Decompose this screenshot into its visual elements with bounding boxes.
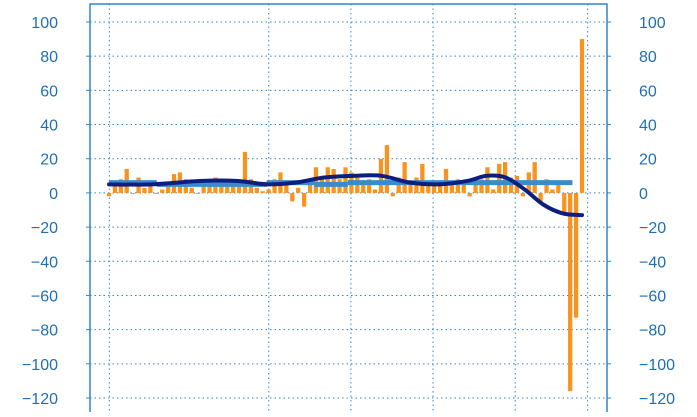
bar xyxy=(550,189,555,193)
left-y-tick-label: 80 xyxy=(40,49,58,66)
bar xyxy=(485,167,490,193)
bar xyxy=(568,192,573,392)
bar xyxy=(296,187,301,193)
bar xyxy=(449,182,455,193)
bar xyxy=(154,192,159,194)
bar xyxy=(508,177,514,193)
grid-layer xyxy=(90,4,607,412)
bar xyxy=(396,177,401,193)
bar xyxy=(538,192,543,204)
right-y-tick-label: −100 xyxy=(639,357,675,374)
bar xyxy=(148,186,153,193)
bar xyxy=(479,179,484,193)
bar xyxy=(408,182,413,193)
bar xyxy=(497,163,502,193)
smooth-line xyxy=(107,173,584,218)
bar xyxy=(573,192,579,318)
bar xyxy=(367,179,372,193)
right-y-tick-label: −80 xyxy=(639,323,666,340)
bar xyxy=(556,182,561,193)
left-y-tick-label: −80 xyxy=(31,323,58,340)
right-y-tick-label: −120 xyxy=(639,391,675,408)
bar xyxy=(420,163,425,193)
right-y-tick-label: 80 xyxy=(639,49,657,66)
right-y-tick-label: 60 xyxy=(639,83,657,100)
bar xyxy=(284,180,289,193)
right-y-axis: 100 80 60 40 20 0 −20 −40 −60 −80 −100 −120 xyxy=(607,15,675,408)
bar xyxy=(130,192,135,194)
left-y-tick-label: 60 xyxy=(40,83,58,100)
bar xyxy=(260,191,265,193)
bar xyxy=(189,187,194,193)
bar xyxy=(544,179,549,193)
right-y-tick-label: 100 xyxy=(639,15,666,32)
bar xyxy=(112,182,118,193)
left-y-tick-label: 20 xyxy=(40,152,58,169)
smooth-line-series xyxy=(107,173,584,218)
bar xyxy=(520,192,526,197)
bar xyxy=(467,192,472,197)
bar xyxy=(532,162,537,193)
right-y-tick-label: −40 xyxy=(639,254,666,271)
bar xyxy=(432,184,437,193)
bar xyxy=(142,187,147,193)
plot-frame xyxy=(89,3,608,415)
left-y-tick-label: −120 xyxy=(22,391,58,408)
bar xyxy=(491,189,496,193)
bar xyxy=(290,192,295,202)
bar xyxy=(562,192,567,216)
bar xyxy=(579,39,585,193)
bar xyxy=(325,167,330,193)
right-y-tick-label: 0 xyxy=(639,186,648,203)
bar xyxy=(219,180,224,193)
bar xyxy=(106,192,112,197)
bar xyxy=(461,184,466,193)
bar xyxy=(160,189,165,193)
bar xyxy=(372,189,378,193)
left-y-tick-label: −60 xyxy=(31,288,58,305)
right-y-tick-label: 20 xyxy=(639,152,657,169)
bar xyxy=(437,182,443,193)
bar xyxy=(331,168,336,193)
bar xyxy=(402,162,407,193)
bar xyxy=(455,179,460,193)
bar xyxy=(254,187,259,193)
left-y-tick-label: 40 xyxy=(40,118,58,135)
bar xyxy=(231,184,236,193)
bar xyxy=(390,192,395,197)
bar xyxy=(201,184,206,193)
right-y-tick-label: −20 xyxy=(639,220,666,237)
bar xyxy=(225,182,230,193)
bar xyxy=(301,192,307,207)
left-y-tick-label: −20 xyxy=(31,220,58,237)
bar-series xyxy=(106,39,585,392)
bar xyxy=(242,151,248,193)
left-y-tick-label: −40 xyxy=(31,254,58,271)
bar xyxy=(195,192,200,194)
bar xyxy=(426,180,431,193)
bar xyxy=(307,179,313,193)
bar xyxy=(384,145,390,193)
left-y-axis: 100 80 60 40 20 0 −20 −40 −60 −80 −100 −120 xyxy=(22,15,90,408)
bar xyxy=(266,189,271,193)
right-y-tick-label: 40 xyxy=(639,118,657,135)
left-y-tick-label: 0 xyxy=(49,186,58,203)
bar xyxy=(165,184,171,193)
bar xyxy=(361,182,366,193)
bar xyxy=(236,186,242,193)
right-y-tick-label: −60 xyxy=(639,288,666,305)
left-y-tick-label: 100 xyxy=(31,15,58,32)
bar xyxy=(473,182,478,193)
left-y-tick-label: −100 xyxy=(22,357,58,374)
bar xyxy=(343,167,348,193)
